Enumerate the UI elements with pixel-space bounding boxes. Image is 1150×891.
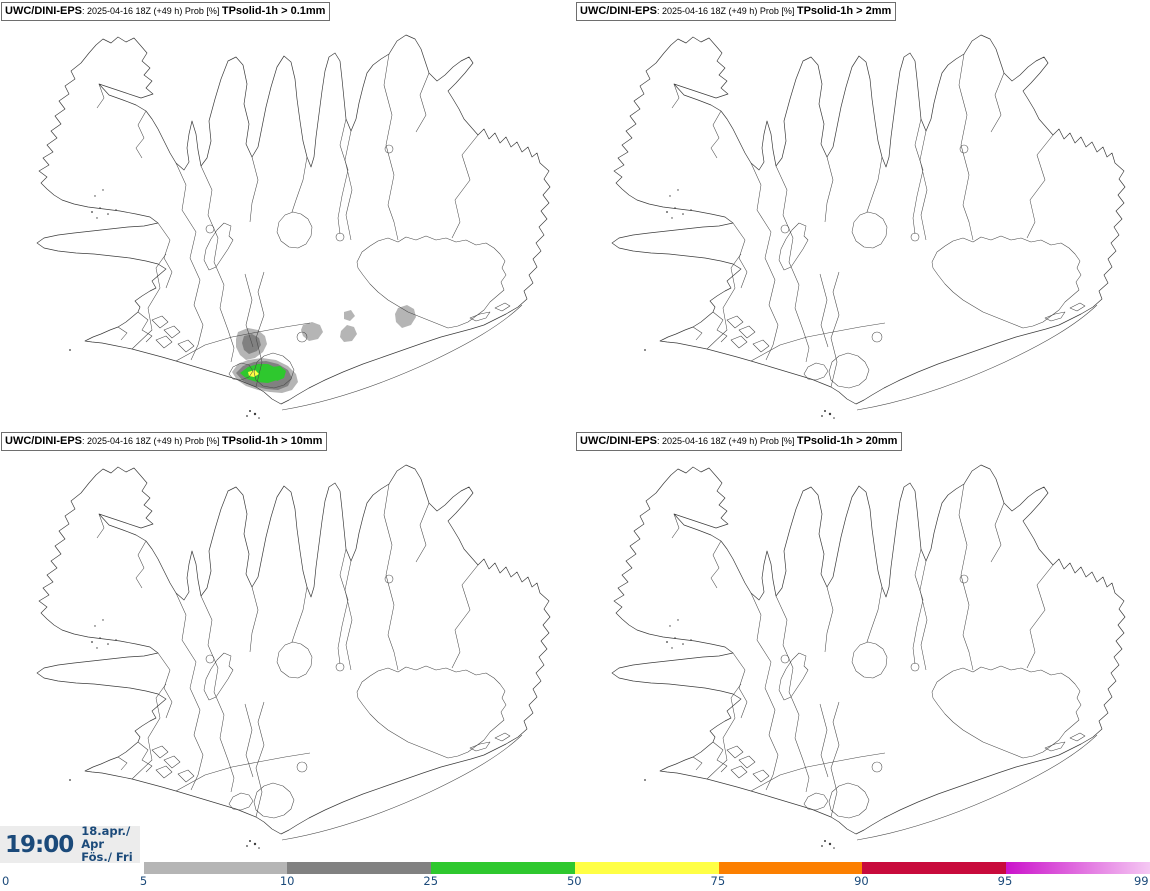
iceland-map: [611, 464, 1126, 850]
panel-title: UWC/DINI-EPS: 2025-04-16 18Z (+49 h) Pro…: [576, 2, 897, 21]
iceland-map: [611, 34, 1126, 420]
variable-label: TPsolid-1h > 20mm: [796, 435, 898, 447]
forecast-panel-2mm: UWC/DINI-EPS: 2025-04-16 18Z (+49 h) Pro…: [575, 0, 1150, 446]
model-name: UWC/DINI-EPS: [5, 435, 82, 447]
model-name: UWC/DINI-EPS: [5, 5, 82, 17]
model-name: UWC/DINI-EPS: [580, 5, 657, 17]
variable-label: TPsolid-1h > 2mm: [796, 5, 892, 17]
run-info: : 2025-04-16 18Z (+49 h) Prob [%]: [657, 436, 797, 446]
forecast-panel-0p1mm: UWC/DINI-EPS: 2025-04-16 18Z (+49 h) Pro…: [0, 0, 575, 446]
panel-title: UWC/DINI-EPS: 2025-04-16 18Z (+49 h) Pro…: [1, 432, 328, 451]
run-info: : 2025-04-16 18Z (+49 h) Prob [%]: [82, 436, 222, 446]
forecast-panel-10mm: UWC/DINI-EPS: 2025-04-16 18Z (+49 h) Pro…: [0, 430, 575, 891]
run-info: : 2025-04-16 18Z (+49 h) Prob [%]: [657, 6, 797, 16]
panel-title: UWC/DINI-EPS: 2025-04-16 18Z (+49 h) Pro…: [576, 432, 903, 451]
panel-title: UWC/DINI-EPS: 2025-04-16 18Z (+49 h) Pro…: [1, 2, 331, 21]
variable-label: TPsolid-1h > 0.1mm: [221, 5, 326, 17]
run-info: : 2025-04-16 18Z (+49 h) Prob [%]: [82, 6, 222, 16]
forecast-panel-20mm: UWC/DINI-EPS: 2025-04-16 18Z (+49 h) Pro…: [575, 430, 1150, 891]
iceland-map: [36, 464, 551, 850]
model-name: UWC/DINI-EPS: [580, 435, 657, 447]
iceland-map: [36, 34, 551, 420]
variable-label: TPsolid-1h > 10mm: [221, 435, 323, 447]
